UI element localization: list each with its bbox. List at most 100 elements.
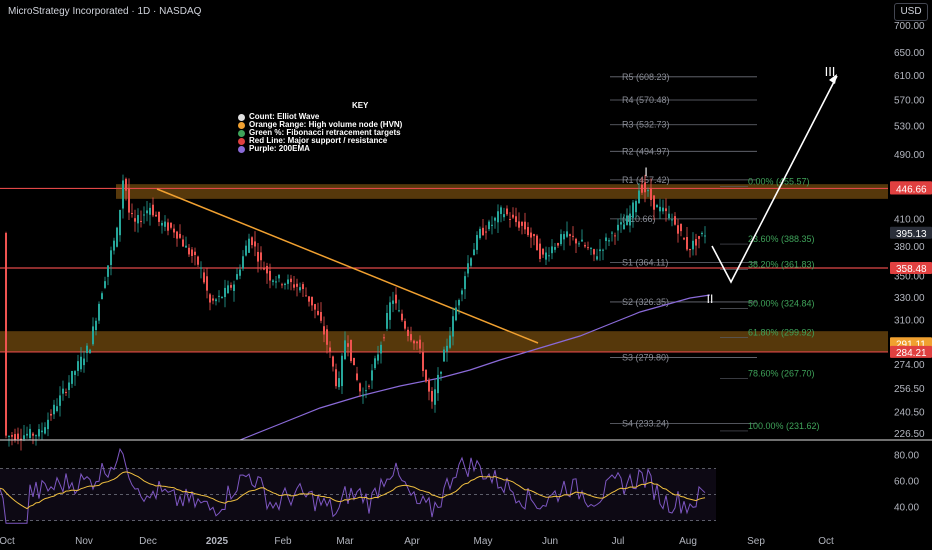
candle-body <box>665 208 667 212</box>
candle <box>578 241 580 248</box>
candle <box>461 288 463 302</box>
candle <box>281 282 283 289</box>
candle <box>632 199 634 228</box>
candle <box>194 247 196 266</box>
candle-body <box>149 207 151 215</box>
candle-body <box>344 340 346 360</box>
candle <box>572 226 574 241</box>
candle <box>260 246 262 271</box>
candles <box>5 174 706 451</box>
pivot-label: R5 (608.23) <box>622 72 670 82</box>
candle <box>512 207 514 220</box>
candle <box>638 183 640 204</box>
price-tick-label: 226.50 <box>894 429 925 440</box>
candle <box>269 263 271 289</box>
candle <box>560 229 562 247</box>
candle <box>428 377 430 401</box>
candle-body <box>338 378 340 388</box>
candle <box>626 208 628 226</box>
candle-body <box>371 370 373 381</box>
fib-label: 38.20% (361.83) <box>748 260 815 270</box>
candle <box>509 212 511 228</box>
candle-body <box>644 182 646 193</box>
candle <box>575 237 577 254</box>
rsi-tick-label: 40.00 <box>894 503 919 514</box>
candle <box>392 291 394 313</box>
candle <box>272 279 274 286</box>
pivot-label: (410.66) <box>622 214 656 224</box>
candle <box>338 371 340 390</box>
candle <box>332 355 334 372</box>
candle <box>548 247 550 262</box>
candle-body <box>446 345 448 352</box>
currency-button[interactable]: USD <box>894 3 928 21</box>
candle <box>644 174 646 203</box>
candle <box>215 298 217 306</box>
candle <box>668 205 670 221</box>
candle-body <box>530 232 532 238</box>
candle <box>71 370 73 388</box>
candle-body <box>188 247 190 255</box>
candle <box>401 309 403 322</box>
price-label-text: 291.11 <box>896 339 926 350</box>
candle-body <box>224 287 226 298</box>
candle <box>623 213 625 230</box>
candle-body <box>632 202 634 218</box>
candle-body <box>611 232 613 234</box>
candle <box>545 246 547 265</box>
candle <box>653 195 655 221</box>
wave-label-iii: III <box>825 64 836 79</box>
candle-body <box>95 320 97 331</box>
candle <box>656 203 658 208</box>
candle-body <box>656 204 658 208</box>
candle-body <box>470 258 472 266</box>
candle-body <box>59 395 61 406</box>
candle-body <box>428 379 430 392</box>
candle <box>287 274 289 290</box>
candle <box>284 282 286 290</box>
candle <box>380 341 382 364</box>
candle-body <box>569 234 571 236</box>
candle-body <box>431 390 433 402</box>
candle <box>89 348 91 354</box>
candle-body <box>536 235 538 251</box>
pivot-levels: R5 (608.23) R4 (570.48) R3 (532.73) R2 (494… <box>610 72 757 428</box>
candle-body <box>116 227 118 247</box>
candle <box>395 287 397 310</box>
candle <box>119 209 121 242</box>
candle-body <box>575 238 577 244</box>
candle <box>56 398 58 413</box>
candle <box>329 341 331 359</box>
candle-body <box>176 231 178 239</box>
candle <box>29 424 31 441</box>
candle-body <box>284 283 286 286</box>
time-tick-label: Jun <box>542 536 558 547</box>
candle <box>275 276 277 289</box>
candle <box>620 213 622 233</box>
candle <box>446 338 448 362</box>
candle-body <box>347 343 349 347</box>
candle-body <box>482 227 484 236</box>
candle-body <box>296 283 298 287</box>
legend-dot-icon <box>238 129 245 137</box>
candle <box>686 226 688 252</box>
candle <box>92 317 94 346</box>
candle-body <box>413 340 415 344</box>
candle-body <box>8 435 10 437</box>
candle-body <box>512 214 514 218</box>
candle <box>407 326 409 342</box>
candle-body <box>155 214 157 217</box>
candle-body <box>44 427 46 434</box>
candle <box>146 201 148 222</box>
pivot-label: R3 (532.73) <box>622 120 670 130</box>
rsi-tick-label: 80.00 <box>894 451 919 462</box>
candle-body <box>128 188 130 213</box>
candle <box>497 204 499 233</box>
candle <box>500 205 502 223</box>
candle <box>599 239 601 261</box>
candle-body <box>23 435 25 440</box>
candle <box>137 208 139 233</box>
candle-body <box>83 358 85 366</box>
candle <box>278 274 280 283</box>
